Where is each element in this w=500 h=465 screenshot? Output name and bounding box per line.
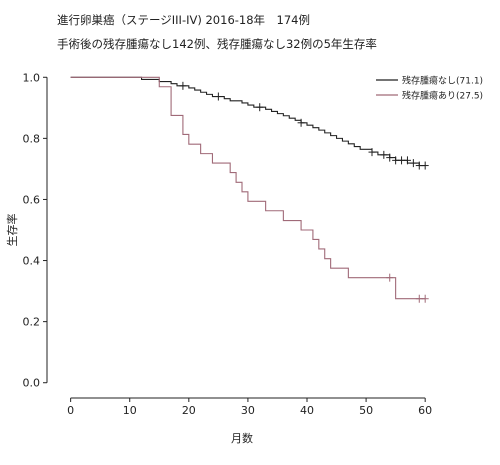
- survival-curve: [70, 76, 426, 300]
- y-tick-label: 0.8: [23, 132, 41, 145]
- chart-title: 進行卵巣癌（ステージIII-IV) 2016-18年 174例: [57, 13, 310, 27]
- legend: 残存腫瘍なし(71.1) 残存腫瘍あり(27.5): [376, 75, 483, 102]
- x-axis-title: 月数: [231, 432, 253, 445]
- survival-curve: [70, 76, 426, 167]
- chart-subtitle: 手術後の残存腫瘍なし142例、残存腫瘍なし32例の5年生存率: [57, 37, 377, 51]
- series-1: [70, 76, 429, 170]
- x-tick-label: 50: [359, 404, 373, 417]
- x-tick-label: 60: [418, 404, 432, 417]
- series-layer: [70, 76, 429, 303]
- legend-label: 残存腫瘍あり(27.5): [402, 90, 483, 102]
- y-tick-label: 0.0: [23, 377, 41, 390]
- y-tick-label: 0.2: [23, 316, 41, 329]
- x-tick-label: 40: [300, 404, 314, 417]
- x-tick-label: 30: [241, 404, 255, 417]
- y-axis-ticks: 0.0 0.2 0.4 0.6 0.8 1.0: [23, 71, 47, 390]
- x-tick-label: 0: [67, 404, 74, 417]
- legend-label: 残存腫瘍なし(71.1): [402, 75, 483, 87]
- x-tick-label: 10: [123, 404, 137, 417]
- series-2: [70, 76, 429, 303]
- y-tick-label: 1.0: [23, 71, 41, 84]
- legend-item: 残存腫瘍なし(71.1): [376, 75, 483, 87]
- x-axis-ticks: 0 10 20 30 40 50 60: [67, 398, 432, 417]
- y-axis-title: 生存率: [5, 214, 19, 247]
- y-tick-label: 0.6: [23, 193, 41, 206]
- x-tick-label: 20: [182, 404, 196, 417]
- legend-item: 残存腫瘍あり(27.5): [376, 90, 483, 102]
- y-tick-label: 0.4: [23, 255, 41, 268]
